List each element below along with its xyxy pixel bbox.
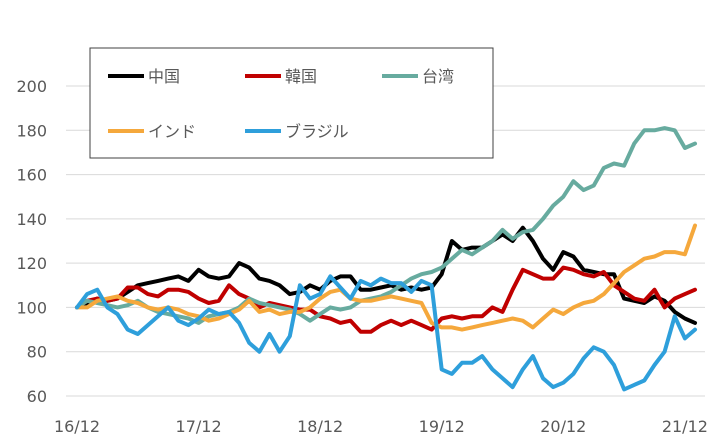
y-tick-label-140: 140 bbox=[16, 210, 47, 229]
legend-box bbox=[89, 47, 494, 159]
series-lines bbox=[75, 126, 697, 392]
series-line-4 bbox=[75, 274, 697, 392]
y-tick-label-180: 180 bbox=[16, 121, 47, 140]
y-axis-ticks: 60 80 100 120 140 160 180 200 bbox=[16, 77, 47, 406]
x-tick-label-16/12: 16/12 bbox=[54, 417, 100, 436]
x-tick-label-19/12: 19/12 bbox=[419, 417, 465, 436]
y-tick-label-120: 120 bbox=[16, 254, 47, 273]
legend-label-3: インド bbox=[148, 122, 196, 141]
series-line-0 bbox=[75, 225, 697, 325]
series-line-2 bbox=[75, 126, 697, 325]
legend-label-0: 中国 bbox=[148, 67, 180, 86]
x-tick-label-21/12: 21/12 bbox=[662, 417, 708, 436]
y-tick-label-100: 100 bbox=[16, 298, 47, 317]
x-tick-label-20/12: 20/12 bbox=[540, 417, 586, 436]
y-tick-label-60: 60 bbox=[27, 387, 47, 406]
legend-label-2: 台湾 bbox=[422, 67, 454, 86]
y-tick-label-80: 80 bbox=[27, 343, 47, 362]
x-tick-label-18/12: 18/12 bbox=[297, 417, 343, 436]
y-tick-label-160: 160 bbox=[16, 166, 47, 185]
x-axis-ticks: 16/12 17/12 18/12 19/12 20/12 21/12 bbox=[54, 417, 708, 436]
x-tick-label-17/12: 17/12 bbox=[176, 417, 222, 436]
series-line-3 bbox=[75, 223, 697, 332]
y-tick-label-200: 200 bbox=[16, 77, 47, 96]
legend-label-1: 韓国 bbox=[285, 67, 317, 86]
legend-label-4: ブラジル bbox=[285, 122, 349, 141]
series-line-1 bbox=[75, 265, 697, 334]
